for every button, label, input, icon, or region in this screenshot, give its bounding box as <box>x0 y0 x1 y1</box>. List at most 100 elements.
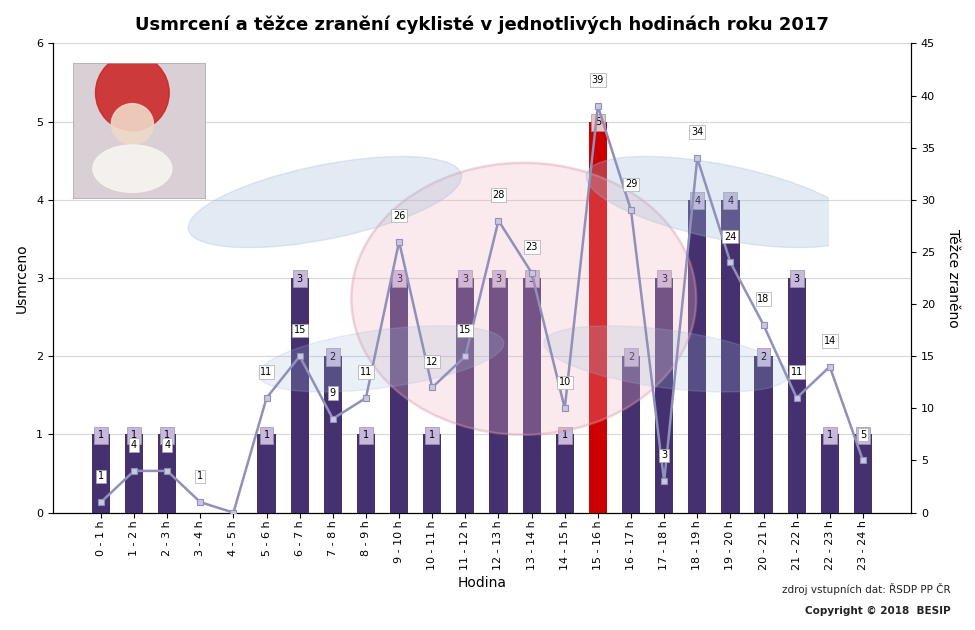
Bar <box>92 435 110 513</box>
FancyBboxPatch shape <box>757 348 770 365</box>
Text: 4: 4 <box>727 196 733 205</box>
Text: 11: 11 <box>360 367 372 377</box>
Ellipse shape <box>586 156 859 248</box>
Text: 29: 29 <box>625 180 638 190</box>
Text: 5: 5 <box>860 430 866 440</box>
Bar <box>821 435 838 513</box>
FancyBboxPatch shape <box>558 427 571 444</box>
FancyBboxPatch shape <box>392 270 406 287</box>
Bar <box>291 278 309 513</box>
FancyBboxPatch shape <box>525 270 538 287</box>
Text: zdroj vstupních dat: ŘSDP PP ČR: zdroj vstupních dat: ŘSDP PP ČR <box>782 583 951 595</box>
Bar <box>257 435 276 513</box>
Text: 1: 1 <box>562 430 567 440</box>
FancyBboxPatch shape <box>127 427 141 444</box>
Text: 28: 28 <box>492 190 505 200</box>
FancyBboxPatch shape <box>292 270 306 287</box>
Text: 4: 4 <box>131 440 137 450</box>
Bar <box>390 278 409 513</box>
Text: 2: 2 <box>628 352 634 362</box>
Text: 12: 12 <box>426 357 439 367</box>
Y-axis label: Těžce zraněno: Těžce zraněno <box>946 229 960 328</box>
Bar <box>523 278 541 513</box>
Bar <box>788 278 805 513</box>
Ellipse shape <box>111 103 153 144</box>
Bar <box>755 356 772 513</box>
Bar <box>556 435 574 513</box>
FancyBboxPatch shape <box>790 270 803 287</box>
Text: 1: 1 <box>131 430 137 440</box>
Text: 26: 26 <box>393 210 406 220</box>
FancyBboxPatch shape <box>94 427 108 444</box>
FancyBboxPatch shape <box>823 427 837 444</box>
FancyBboxPatch shape <box>259 427 274 444</box>
FancyBboxPatch shape <box>856 427 870 444</box>
Text: 24: 24 <box>724 231 736 241</box>
Text: 1: 1 <box>263 430 270 440</box>
Text: 11: 11 <box>260 367 273 377</box>
Bar <box>324 356 342 513</box>
Bar <box>655 278 674 513</box>
Circle shape <box>96 55 170 130</box>
Ellipse shape <box>544 326 789 392</box>
Ellipse shape <box>188 156 461 248</box>
Bar <box>158 435 176 513</box>
FancyBboxPatch shape <box>657 270 671 287</box>
Text: 18: 18 <box>758 294 769 304</box>
Text: 9: 9 <box>330 388 336 398</box>
Text: 2: 2 <box>760 352 766 362</box>
Text: 1: 1 <box>164 430 171 440</box>
Bar <box>125 435 143 513</box>
FancyBboxPatch shape <box>723 192 737 209</box>
Text: 39: 39 <box>592 75 604 85</box>
FancyBboxPatch shape <box>359 427 372 444</box>
Circle shape <box>351 163 696 435</box>
Text: 4: 4 <box>694 196 700 205</box>
FancyBboxPatch shape <box>326 348 339 365</box>
Bar <box>688 200 706 513</box>
Text: 1: 1 <box>98 471 104 481</box>
Text: 14: 14 <box>824 336 836 346</box>
X-axis label: Hodina: Hodina <box>457 576 506 590</box>
Text: 5: 5 <box>595 117 601 127</box>
Text: 4: 4 <box>164 440 171 450</box>
FancyBboxPatch shape <box>458 270 472 287</box>
Text: 1: 1 <box>363 430 369 440</box>
FancyBboxPatch shape <box>690 192 704 209</box>
Text: 3: 3 <box>396 274 402 284</box>
Y-axis label: Usmrceno: Usmrceno <box>15 243 29 313</box>
Text: 23: 23 <box>526 242 538 252</box>
FancyBboxPatch shape <box>591 114 604 131</box>
Text: 3: 3 <box>495 274 501 284</box>
Bar <box>854 435 872 513</box>
Text: 10: 10 <box>559 377 571 387</box>
Text: 1: 1 <box>197 471 204 481</box>
Text: 3: 3 <box>661 450 667 461</box>
Text: 1: 1 <box>860 430 866 440</box>
Text: 3: 3 <box>661 274 667 284</box>
Text: 11: 11 <box>791 367 802 377</box>
FancyBboxPatch shape <box>624 348 638 365</box>
Title: Usmrcení a těžce zranění cyklisté v jednotlivých hodinách roku 2017: Usmrcení a těžce zranění cyklisté v jedn… <box>135 15 829 33</box>
Ellipse shape <box>258 326 504 392</box>
Text: 34: 34 <box>691 127 703 137</box>
Text: 2: 2 <box>330 352 336 362</box>
Text: 1: 1 <box>429 430 435 440</box>
Bar <box>489 278 508 513</box>
FancyBboxPatch shape <box>491 270 505 287</box>
Text: 3: 3 <box>528 274 534 284</box>
Text: 1: 1 <box>827 430 833 440</box>
FancyBboxPatch shape <box>160 427 175 444</box>
Ellipse shape <box>93 145 172 192</box>
FancyBboxPatch shape <box>425 427 439 444</box>
Bar <box>423 435 442 513</box>
Bar <box>622 356 641 513</box>
Text: 15: 15 <box>293 325 306 335</box>
Text: 15: 15 <box>459 325 472 335</box>
Bar <box>357 435 375 513</box>
Bar <box>722 200 739 513</box>
Text: 3: 3 <box>462 274 468 284</box>
Bar <box>456 278 475 513</box>
Bar <box>589 122 607 513</box>
Text: Copyright © 2018  BESIP: Copyright © 2018 BESIP <box>805 606 951 616</box>
